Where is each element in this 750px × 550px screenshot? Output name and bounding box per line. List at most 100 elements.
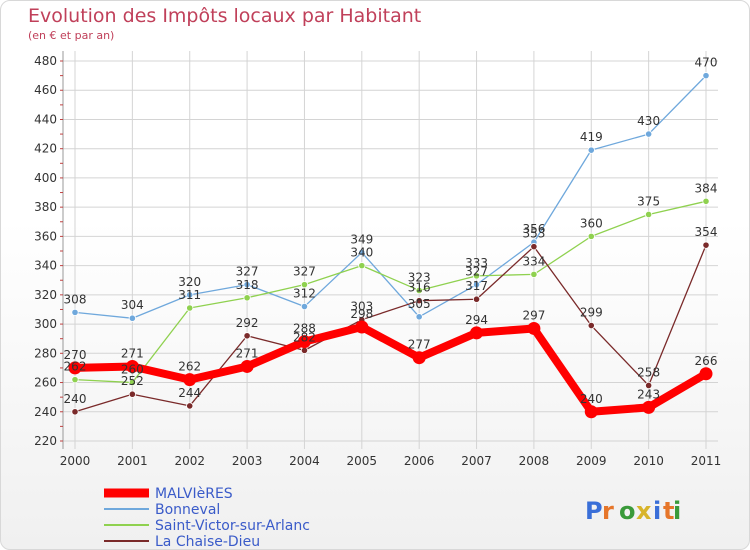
data-point — [358, 262, 366, 270]
data-point — [702, 241, 710, 249]
data-label: 340 — [350, 246, 373, 260]
data-label: 240 — [580, 392, 603, 406]
series-1 — [71, 72, 710, 322]
data-point — [355, 320, 369, 334]
data-label: 240 — [64, 392, 87, 406]
data-label: 323 — [408, 270, 431, 284]
data-point — [584, 405, 598, 419]
data-point — [415, 313, 423, 321]
data-point — [642, 400, 656, 414]
data-label: 333 — [465, 256, 488, 270]
data-label: 375 — [637, 194, 660, 208]
data-point — [125, 359, 139, 373]
x-tick-label: 2005 — [347, 454, 378, 468]
axis-layer: 220 240 260 280 300 320 340 360 380 400 420 440 460 4… — [34, 51, 721, 468]
x-tick-label: 2002 — [174, 454, 205, 468]
data-point — [71, 308, 79, 316]
data-label: 277 — [408, 338, 431, 352]
data-label: 270 — [64, 348, 87, 362]
x-tick-label: 2010 — [633, 454, 664, 468]
data-label: 305 — [408, 297, 431, 311]
data-point — [702, 197, 710, 205]
chart-title: Evolution des Impôts locaux par Habitant — [28, 5, 422, 27]
data-label: 356 — [522, 222, 545, 236]
data-label: 316 — [408, 281, 431, 295]
logo-letter: i — [653, 497, 661, 525]
x-tick-label: 2000 — [60, 454, 91, 468]
y-tick-label: 360 — [34, 229, 57, 243]
x-tick-label: 2011 — [691, 454, 722, 468]
y-tick-label: 480 — [34, 54, 57, 68]
data-label: 271 — [236, 346, 259, 360]
data-label: 318 — [236, 278, 259, 292]
x-tick-label: 2009 — [576, 454, 607, 468]
data-point — [415, 297, 423, 305]
data-label: 327 — [465, 265, 488, 279]
logo-letter: x — [636, 497, 652, 525]
y-tick-label: 420 — [34, 142, 57, 156]
y-tick-label: 320 — [34, 288, 57, 302]
logo-letter: t — [663, 497, 674, 525]
chart-subtitle: (en € et par an) — [28, 29, 115, 42]
data-point — [699, 367, 713, 381]
data-point — [472, 281, 481, 289]
data-point — [128, 314, 136, 322]
data-label: 317 — [465, 279, 488, 293]
data-label: 430 — [637, 114, 660, 128]
data-label: 282 — [293, 330, 316, 344]
data-label: 243 — [637, 387, 660, 401]
data-point — [128, 390, 136, 398]
data-point — [702, 72, 710, 80]
data-point — [128, 378, 136, 387]
data-label: 384 — [695, 181, 718, 195]
x-tick-label: 2006 — [404, 454, 435, 468]
data-label: 304 — [121, 298, 144, 312]
x-tick-label: 2007 — [461, 454, 492, 468]
legend-label: Saint-Victor-sur-Arlanc — [155, 518, 310, 534]
legend-label: La Chaise-Dieu — [155, 534, 260, 549]
data-point — [186, 291, 194, 299]
data-point — [71, 376, 79, 384]
data-label: 327 — [293, 265, 316, 279]
data-label: 262 — [178, 360, 201, 374]
y-tick-label: 220 — [34, 434, 57, 448]
legend: MALVIèRESBonnevalSaint-Victor-sur-Arlanc… — [104, 486, 310, 549]
data-point — [68, 361, 82, 375]
data-label: 312 — [293, 287, 316, 301]
legend-label: Bonneval — [155, 502, 220, 518]
y-tick-label: 240 — [34, 405, 57, 419]
x-tick-label: 2003 — [232, 454, 263, 468]
data-point — [472, 295, 481, 303]
data-label: 271 — [121, 346, 144, 360]
data-point — [530, 243, 538, 251]
data-point — [472, 272, 481, 280]
data-label: 311 — [178, 288, 201, 302]
data-label: 349 — [350, 232, 373, 246]
data-label: 360 — [580, 216, 603, 230]
data-label: 266 — [695, 354, 718, 368]
series-layer — [68, 72, 713, 419]
data-point — [240, 359, 254, 373]
data-point — [358, 248, 366, 257]
data-label: 258 — [637, 365, 660, 379]
data-label: 298 — [350, 307, 373, 321]
logo-letter: o — [619, 497, 636, 525]
data-label: 294 — [465, 313, 488, 327]
y-tick-label: 380 — [34, 200, 57, 214]
y-tick-label: 280 — [34, 346, 57, 360]
data-point — [297, 335, 311, 349]
y-tick-label: 260 — [34, 376, 57, 390]
data-label: 288 — [293, 322, 316, 336]
data-point — [243, 332, 251, 340]
y-tick-label: 400 — [34, 171, 57, 185]
series-line — [74, 244, 707, 413]
data-label: 320 — [178, 275, 201, 289]
data-label: 354 — [695, 225, 718, 239]
series-line — [71, 323, 710, 416]
data-point — [587, 146, 595, 154]
data-label: 308 — [64, 292, 87, 306]
data-point — [470, 326, 484, 340]
